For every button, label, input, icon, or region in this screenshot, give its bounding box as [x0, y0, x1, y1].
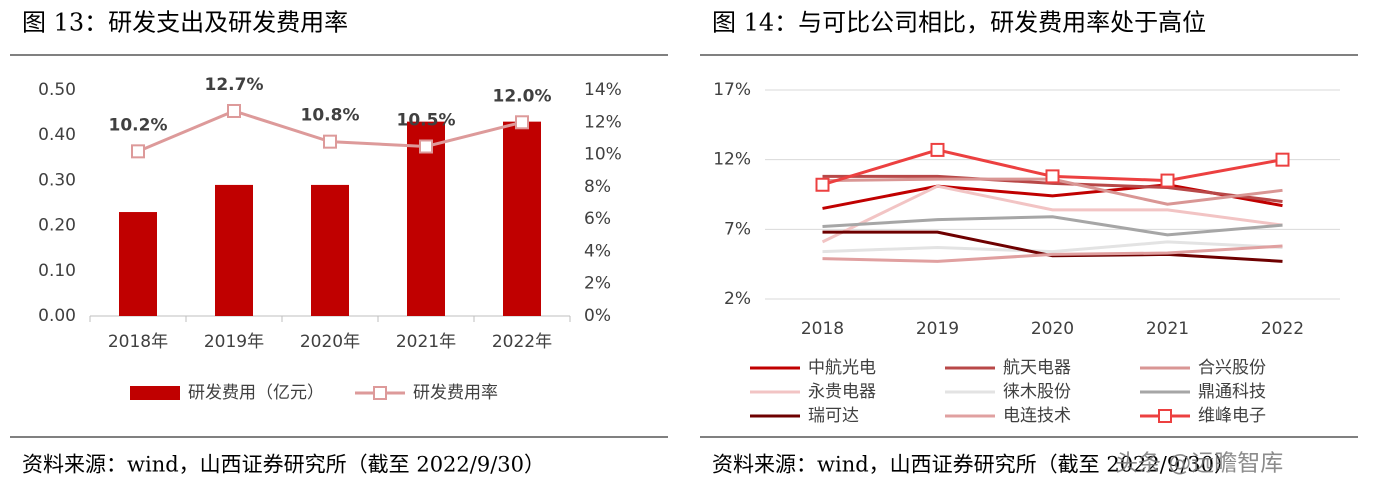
- y2-tick-label: 10%: [584, 145, 622, 165]
- x-tick-label: 2020年: [300, 332, 360, 352]
- bar: [407, 121, 445, 316]
- legend-label: 合兴股份: [1198, 358, 1266, 378]
- y-tick-label: 7%: [724, 219, 751, 239]
- legend-marker: [373, 386, 387, 400]
- data-label: 12.7%: [205, 75, 264, 95]
- y-tick-label: 0.40: [38, 125, 76, 145]
- legend-label: 电连技术: [1003, 406, 1071, 426]
- marker: [131, 144, 145, 159]
- marker: [419, 139, 433, 154]
- chart-title: 图 13：研发支出及研发费用率: [22, 9, 348, 37]
- line: [822, 183, 1283, 210]
- x-tick-label: 2021: [1146, 319, 1189, 339]
- marker: [1045, 169, 1060, 184]
- marker: [515, 115, 529, 130]
- y2-tick-label: 8%: [584, 177, 611, 197]
- marker: [227, 103, 241, 118]
- bar: [311, 184, 349, 316]
- y2-tick-label: 12%: [584, 112, 622, 132]
- legend-label: 永贵电器: [808, 382, 876, 402]
- legend-swatch: [130, 386, 180, 400]
- line: [822, 240, 1283, 254]
- source: 资料来源：wind，山西证券研究所（截至 2022/9/30）: [22, 453, 545, 477]
- y2-tick-label: 6%: [584, 209, 611, 229]
- legend-label: 鼎通科技: [1198, 382, 1266, 402]
- line: [822, 230, 1283, 263]
- line: [822, 215, 1283, 237]
- watermark: 头条 @远瞻智库: [1115, 451, 1283, 477]
- line: [822, 244, 1283, 263]
- y-tick-label: 12%: [713, 150, 751, 170]
- y-tick-label: 0.00: [38, 306, 76, 326]
- marker: [1275, 152, 1290, 167]
- x-tick-label: 2019: [916, 319, 959, 339]
- legend-label: 研发费用率: [413, 383, 498, 403]
- legend-label: 航天电器: [1003, 358, 1071, 378]
- y-tick-label: 17%: [713, 80, 751, 100]
- x-tick-label: 2020: [1031, 319, 1074, 339]
- x-tick-label: 2019年: [204, 332, 264, 352]
- data-label: 10.2%: [109, 115, 168, 135]
- legend-label: 中航光电: [808, 358, 876, 378]
- y2-tick-label: 4%: [584, 241, 611, 261]
- marker: [1160, 173, 1175, 188]
- data-label: 12.0%: [493, 86, 552, 106]
- y2-tick-label: 14%: [584, 80, 622, 100]
- marker: [930, 142, 945, 157]
- x-tick-label: 2021年: [396, 332, 456, 352]
- x-tick-label: 2018: [801, 319, 844, 339]
- source: 资料来源：wind，山西证券研究所（截至 2022/9/30）: [712, 453, 1235, 477]
- legend-label: 徕木股份: [1003, 382, 1071, 402]
- bar: [215, 184, 253, 316]
- data-label: 10.5%: [397, 111, 456, 131]
- data-label: 10.8%: [301, 106, 360, 126]
- y2-tick-label: 2%: [584, 274, 611, 294]
- y-tick-label: 2%: [724, 289, 751, 309]
- legend-label: 研发费用（亿元）: [188, 383, 324, 403]
- y-tick-label: 0.50: [38, 80, 76, 100]
- x-tick-label: 2022年: [492, 332, 552, 352]
- chart-title: 图 14：与可比公司相比，研发费用率处于高位: [712, 9, 1206, 37]
- line: [821, 184, 1283, 244]
- marker: [323, 134, 337, 149]
- y-tick-label: 0.20: [38, 216, 76, 236]
- y-tick-label: 0.30: [38, 170, 76, 190]
- legend-label: 维峰电子: [1198, 406, 1266, 426]
- bar: [119, 212, 157, 316]
- legend-label: 瑞可达: [808, 406, 859, 426]
- x-tick-label: 2022: [1261, 319, 1304, 339]
- y2-tick-label: 0%: [584, 306, 611, 326]
- bar: [503, 121, 541, 316]
- legend-marker: [1158, 409, 1172, 423]
- marker: [815, 177, 830, 192]
- x-tick-label: 2018年: [108, 332, 168, 352]
- y-tick-label: 0.10: [38, 261, 76, 281]
